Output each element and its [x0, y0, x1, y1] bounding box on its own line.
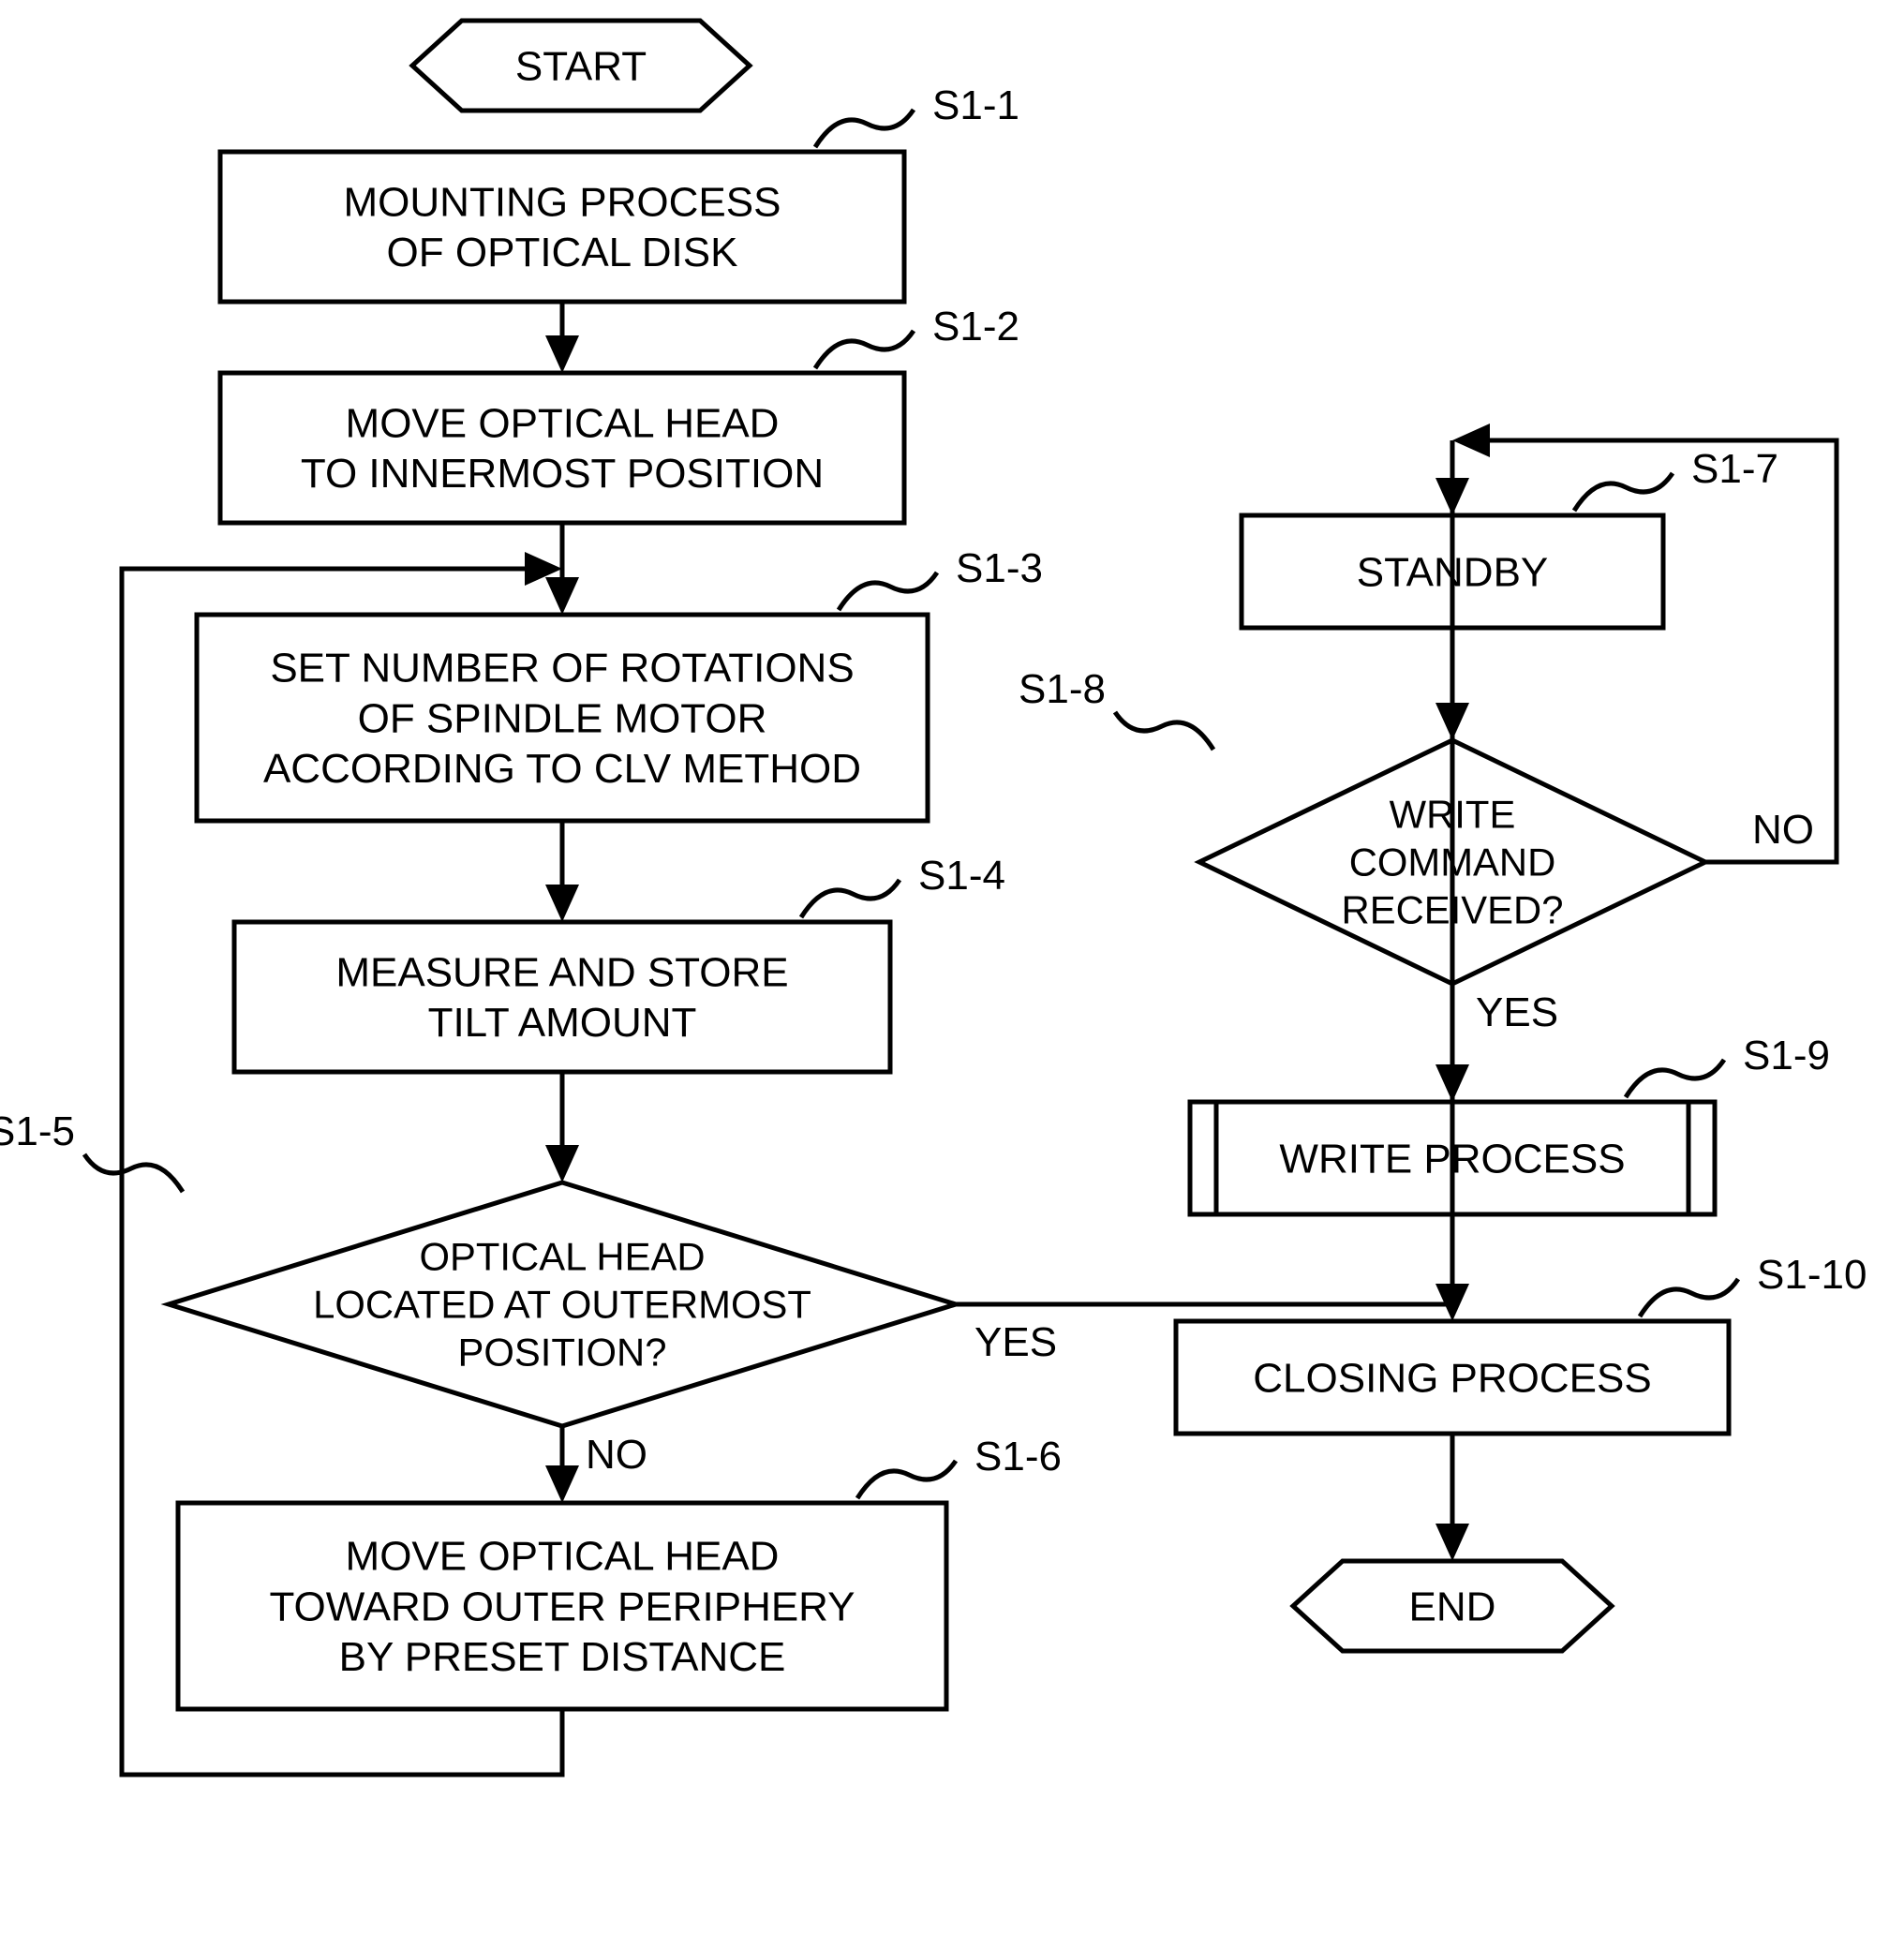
svg-text:S1-7: S1-7 [1691, 446, 1778, 492]
svg-text:TO INNERMOST POSITION: TO INNERMOST POSITION [301, 451, 824, 497]
svg-text:S1-9: S1-9 [1743, 1033, 1830, 1078]
svg-text:POSITION?: POSITION? [458, 1331, 667, 1375]
svg-text:CLOSING PROCESS: CLOSING PROCESS [1253, 1355, 1651, 1401]
svg-text:OF SPINDLE MOTOR: OF SPINDLE MOTOR [358, 695, 767, 741]
svg-text:BY PRESET DISTANCE: BY PRESET DISTANCE [339, 1634, 786, 1680]
svg-text:S1-4: S1-4 [918, 853, 1005, 899]
svg-text:YES: YES [1476, 989, 1558, 1035]
svg-text:YES: YES [974, 1319, 1057, 1365]
svg-text:S1-6: S1-6 [974, 1434, 1062, 1480]
svg-text:TILT AMOUNT: TILT AMOUNT [428, 1000, 697, 1046]
svg-text:ACCORDING TO CLV METHOD: ACCORDING TO CLV METHOD [263, 746, 861, 792]
svg-text:MOUNTING PROCESS: MOUNTING PROCESS [344, 180, 781, 226]
svg-text:NO: NO [1752, 807, 1814, 853]
svg-text:START: START [515, 43, 647, 89]
svg-text:S1-3: S1-3 [956, 545, 1043, 591]
svg-text:MOVE OPTICAL HEAD: MOVE OPTICAL HEAD [346, 401, 780, 447]
svg-text:OF OPTICAL DISK: OF OPTICAL DISK [387, 230, 738, 275]
svg-text:S1-10: S1-10 [1757, 1252, 1867, 1298]
svg-text:SET NUMBER OF ROTATIONS: SET NUMBER OF ROTATIONS [270, 646, 854, 691]
svg-text:MOVE OPTICAL HEAD: MOVE OPTICAL HEAD [346, 1534, 780, 1580]
svg-text:S1-5: S1-5 [0, 1108, 75, 1154]
svg-text:END: END [1409, 1584, 1496, 1629]
svg-text:OPTICAL HEAD: OPTICAL HEAD [419, 1235, 705, 1279]
svg-text:S1-8: S1-8 [1019, 666, 1106, 712]
svg-text:LOCATED AT OUTERMOST: LOCATED AT OUTERMOST [313, 1283, 811, 1327]
svg-text:NO: NO [586, 1432, 647, 1478]
svg-text:S1-1: S1-1 [932, 82, 1019, 128]
svg-text:S1-2: S1-2 [932, 304, 1019, 349]
svg-text:TOWARD OUTER PERIPHERY: TOWARD OUTER PERIPHERY [269, 1584, 855, 1629]
svg-text:MEASURE AND STORE: MEASURE AND STORE [335, 950, 788, 996]
